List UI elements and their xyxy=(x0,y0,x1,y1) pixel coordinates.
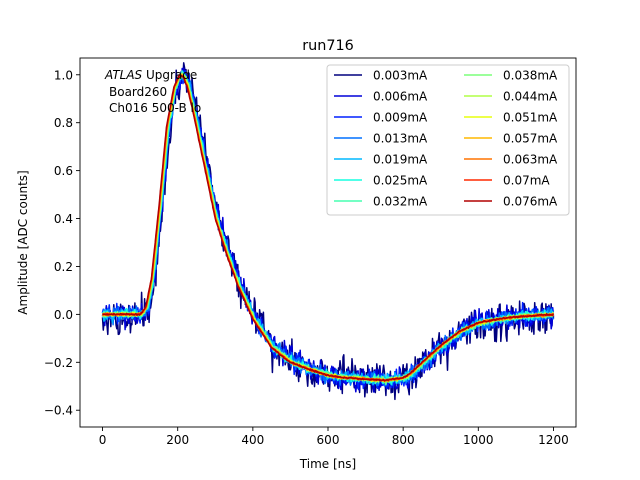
legend-label: 0.025mA xyxy=(373,174,428,188)
y-tick-label: 0.4 xyxy=(54,212,73,226)
legend: 0.003mA 0.006mA 0.009mA 0.013mA 0.019mA 0.025… xyxy=(326,64,570,216)
annotation-line-3: Ch016 500-B lo xyxy=(109,101,201,115)
annotation-upgrade: Upgrade xyxy=(142,68,197,82)
y-tick-label: 0.0 xyxy=(54,308,73,322)
x-tick-label: 200 xyxy=(166,433,189,447)
legend-label: 0.019mA xyxy=(373,153,428,167)
y-tick-label: −0.2 xyxy=(44,356,73,370)
legend-label: 0.003mA xyxy=(373,69,428,83)
legend-label: 0.063mA xyxy=(503,153,558,167)
x-axis: 0 200 400 600 800 1000 1200 xyxy=(99,427,569,447)
x-tick-label: 400 xyxy=(241,433,264,447)
y-tick-label: 0.2 xyxy=(54,260,73,274)
x-tick-label: 600 xyxy=(317,433,340,447)
legend-label: 0.009mA xyxy=(373,111,428,125)
legend-label: 0.032mA xyxy=(373,195,428,209)
series-layer xyxy=(101,62,555,401)
legend-label: 0.044mA xyxy=(503,90,558,104)
legend-label: 0.006mA xyxy=(373,90,428,104)
legend-label: 0.051mA xyxy=(503,111,558,125)
x-tick-label: 800 xyxy=(392,433,415,447)
y-axis: −0.4 −0.2 0.0 0.2 0.4 0.6 0.8 1.0 xyxy=(44,68,80,418)
legend-label: 0.013mA xyxy=(373,132,428,146)
annotation-line-1: ATLAS Upgrade xyxy=(104,68,197,82)
y-tick-label: −0.4 xyxy=(44,404,73,418)
legend-label: 0.07mA xyxy=(503,174,550,188)
x-axis-label: Time [ns] xyxy=(299,457,356,471)
annotation-atlas: ATLAS xyxy=(104,68,143,82)
legend-box xyxy=(326,64,570,216)
legend-label: 0.057mA xyxy=(503,132,558,146)
y-axis-label: Amplitude [ADC counts] xyxy=(16,170,30,314)
legend-label: 0.038mA xyxy=(503,69,558,83)
x-tick-label: 1000 xyxy=(463,433,494,447)
legend-label: 0.076mA xyxy=(503,195,558,209)
series-line xyxy=(102,74,555,382)
x-tick-label: 1200 xyxy=(538,433,569,447)
chart-title: run716 xyxy=(302,38,354,54)
atlas-annotation: ATLAS Upgrade Board260 Ch016 500-B lo xyxy=(104,68,201,115)
y-tick-label: 0.6 xyxy=(54,164,73,178)
y-tick-label: 0.8 xyxy=(54,116,73,130)
x-tick-label: 0 xyxy=(99,433,107,447)
y-tick-label: 1.0 xyxy=(54,68,73,82)
annotation-line-2: Board260 xyxy=(109,85,167,99)
